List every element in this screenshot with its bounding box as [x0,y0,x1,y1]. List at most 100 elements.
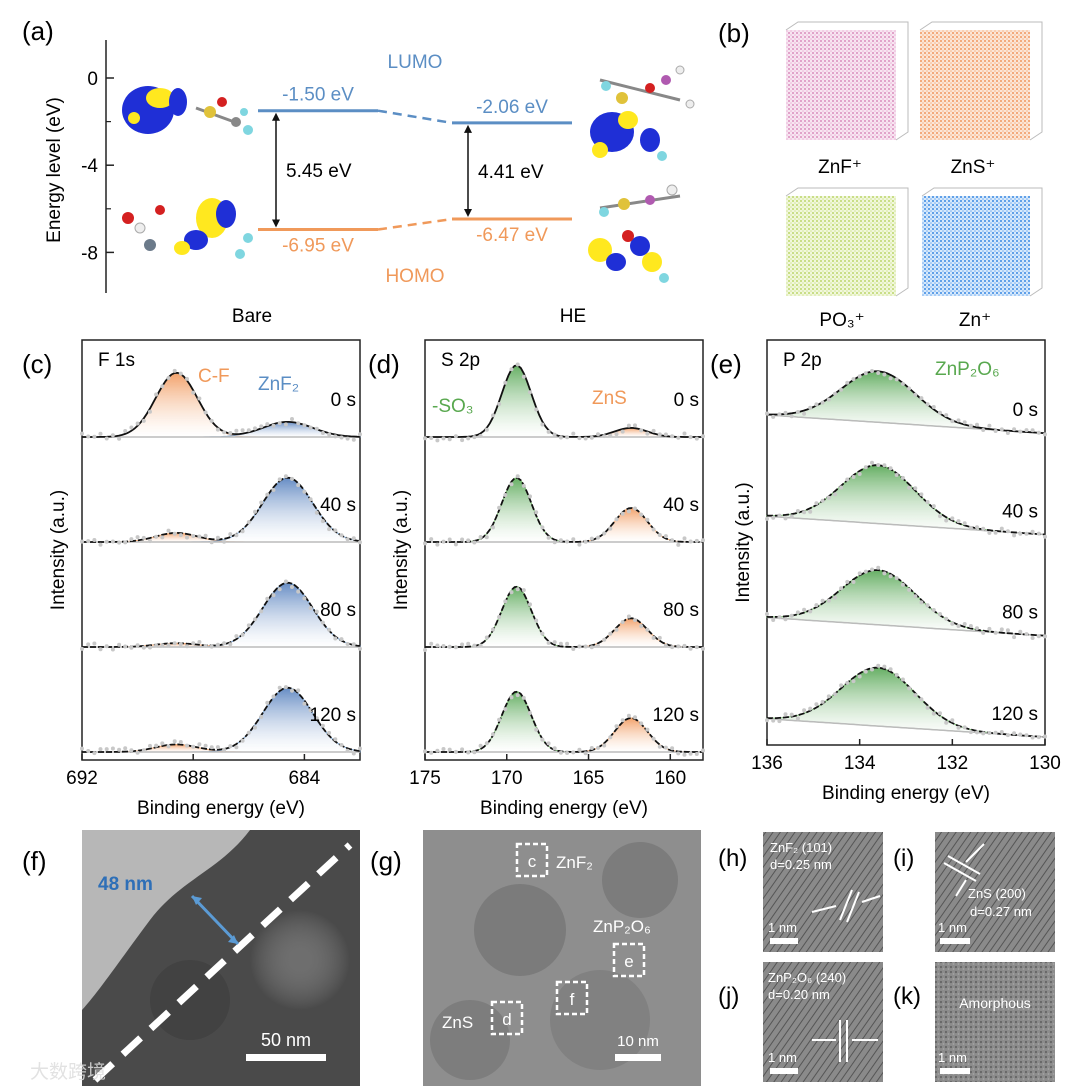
xps-e-raw-point-1-80 [1012,533,1017,538]
xps-d-raw-point-0-88 [694,436,699,441]
xps-c-raw-point-3-24 [154,743,159,748]
xps-c-raw-point-2-34 [185,644,189,649]
xps-d-raw-point-2-44 [558,641,563,646]
scalebar-j-label: 1 nm [768,1050,797,1065]
xps-d-raw-point-2-60 [608,631,613,636]
xps-e-raw-point-0-36 [876,371,881,375]
ytick-label-1: -4 [81,156,98,177]
group-label-bare: Bare [232,306,272,327]
xps-d-raw-point-2-8 [447,644,452,649]
xps-c-raw-point-1-68 [290,476,294,481]
xps-e-raw-point-2-86 [1030,636,1035,640]
xps-e-raw-point-1-60 [950,516,955,521]
xps-e-raw-point-3-8 [789,712,794,717]
xps-c-raw-point-2-14 [123,644,128,649]
xps-c-envelope-row-3 [82,686,361,753]
xps-e-raw-point-1-6 [783,516,788,521]
xps-d-raw-point-0-26 [503,380,508,385]
xps-c-raw-point-0-14 [123,429,128,433]
xps-c-raw-point-0-20 [141,418,146,423]
xps-c-raw-point-2-58 [259,609,264,614]
xps-e-raw-point-1-12 [802,510,807,515]
xps-d-raw-point-3-4 [435,748,440,753]
xps-d-raw-point-0-30 [515,362,520,367]
xps-d-raw-point-2-66 [626,614,631,619]
xps-e-raw-point-2-44 [900,582,905,587]
xps-e-raw-point-1-18 [820,498,825,503]
xps-c-raw-point-1-8 [104,539,109,544]
hrtem-h-plane: ZnF₂ (101) [770,840,832,855]
xps-c-raw-point-3-20 [141,748,146,753]
xps-d-raw-point-2-82 [676,644,681,649]
xps-c-raw-point-3-2 [86,749,91,753]
xps-e-raw-point-3-74 [993,730,998,735]
xps-e-raw-point-2-4 [777,615,782,620]
xps-e-raw-point-0-28 [851,377,856,382]
xps-d-raw-point-0-38 [540,422,545,427]
xps-c-raw-point-2-50 [234,634,239,639]
xps-d-raw-point-3-50 [577,747,582,752]
xps-c-raw-point-1-36 [191,534,196,538]
xps-e-raw-point-2-84 [1024,632,1029,637]
xps-c-raw-point-2-12 [117,642,122,647]
xps-c-raw-point-2-8 [104,644,109,649]
xps-e-raw-point-2-10 [795,610,800,615]
xps-e-raw-point-3-30 [857,674,862,679]
xps-c-raw-point-1-86 [345,537,350,542]
panel-b: (b) ZnF⁺ ZnS⁺ PO₃⁺ Zn⁺ [718,18,1043,331]
xps-e-raw-point-1-88 [1036,531,1041,536]
xps-e-peak1-label: ZnP₂O₆ [935,359,1000,380]
xps-c-raw-point-2-0 [80,646,84,651]
xps-d-xtick-label-2: 165 [573,768,605,789]
xps-d-raw-point-1-68 [633,506,637,511]
xps-d-raw-point-0-50 [577,436,582,441]
xps-d-raw-point-2-74 [651,635,656,640]
xps-e-raw-point-2-68 [975,626,979,631]
xps-e-xtick-label-0: 136 [751,753,783,774]
xps-e-raw-point-2-52 [925,603,930,608]
xps-e-raw-point-0-34 [870,369,874,373]
xps-e-raw-point-3-72 [987,731,992,735]
xps-d-raw-point-0-4 [435,438,440,443]
xps-c-raw-point-0-48 [228,431,233,435]
xps-e-raw-point-2-34 [870,567,874,572]
xps-e-raw-point-1-86 [1030,529,1035,534]
panel-a: (a) Energy level (eV) 0 -4 -8 -1.50 eV -2.0… [22,16,695,327]
scalebar-j [770,1068,798,1074]
xps-c-raw-point-0-6 [98,431,103,436]
xps-e-raw-point-3-12 [802,708,807,713]
xps-d-raw-point-1-18 [478,535,483,539]
xps-e-raw-point-2-16 [814,603,819,608]
xps-e-raw-point-0-78 [1005,431,1010,435]
scalebar-h-label: 1 nm [768,920,797,935]
xps-e-raw-point-3-52 [925,705,930,710]
panel-k-label: (k) [893,983,921,1010]
xps-e-raw-point-3-10 [795,716,800,721]
xps-d-envelope-row-2 [425,585,703,648]
xps-e-raw-point-3-0 [765,718,769,723]
xps-e-raw-point-3-6 [783,712,788,717]
xps-d-raw-point-0-44 [558,435,563,440]
xps-e-raw-point-0-68 [975,422,979,427]
xps-c-raw-point-3-54 [246,730,251,735]
scalebar-f-label: 50 nm [261,1030,311,1050]
xps-e-raw-point-0-8 [789,414,794,419]
xps-c-raw-point-2-66 [283,579,288,584]
panel-h: (h) ZnF₂ (101) d=0.25 nm 1 nm [718,832,883,952]
xps-d-raw-point-1-66 [626,509,631,514]
xps-c-raw-point-3-28 [166,744,171,749]
xps-e-envelope-row-2 [766,569,1046,637]
xps-d-raw-point-0-70 [639,428,644,433]
xps-d-raw-point-3-12 [460,747,465,752]
xps-c-raw-point-0-80 [327,432,332,437]
xps-c-raw-point-0-70 [296,421,301,426]
xps-c-raw-point-3-68 [290,688,294,693]
xps-e-raw-point-0-30 [857,374,862,379]
xps-d-raw-point-2-4 [435,643,440,648]
xps-d-raw-point-2-68 [633,618,637,622]
xps-c-raw-point-0-68 [290,417,294,421]
panel-d: (d) 0 s 40 s 80 s 120 s 175 170 165 160 Binding e… [368,339,705,819]
xps-c-raw-point-3-58 [259,714,264,719]
xps-c-raw-point-2-28 [166,643,171,648]
xps-e-raw-point-0-84 [1024,428,1029,433]
